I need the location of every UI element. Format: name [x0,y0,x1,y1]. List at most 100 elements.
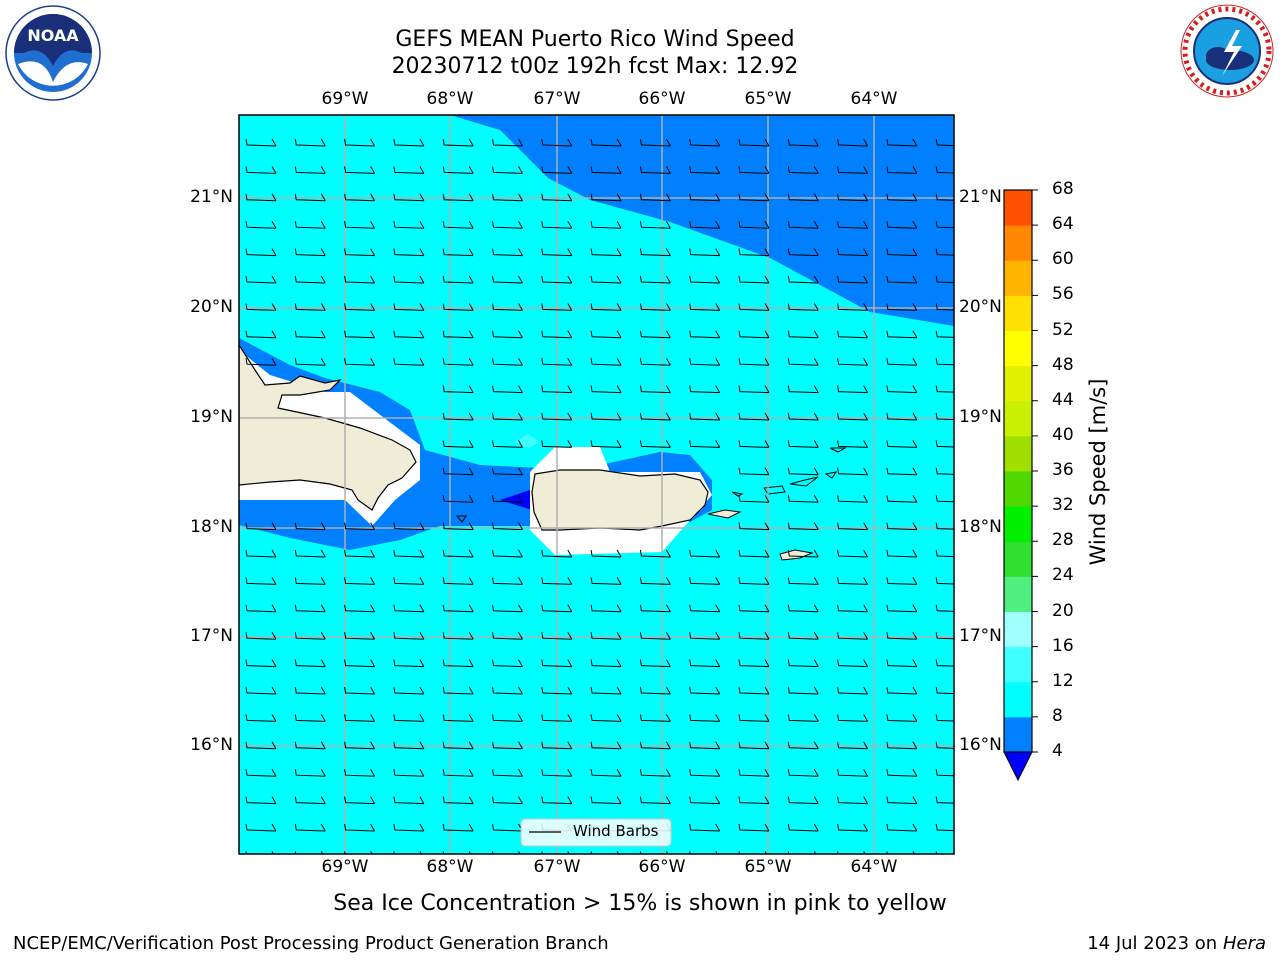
wind-barb [541,248,573,257]
wind-barb [689,330,721,339]
colorbar-extend-arrow [1003,751,1033,782]
colorbar-tick-label: 52 [1052,319,1074,340]
wind-barb [787,686,819,695]
wind-barb [935,440,954,448]
wind-barb [245,330,277,339]
wind-barb [393,714,425,722]
wind-barb [639,768,671,777]
wind-barb [492,631,523,640]
wind-barb [837,741,869,750]
lon-label-bottom: 66°W [638,857,686,877]
wind-barb [541,275,573,284]
wind-barb [492,714,523,722]
wind-barb [344,686,376,695]
wind-barb [294,522,326,531]
wind-barb [689,604,721,613]
colorbar-tick-label: 12 [1052,670,1074,691]
wind-barb [837,138,869,147]
wind-barb [837,686,869,695]
wind-barb [886,220,918,229]
colorbar-tick-label: 8 [1052,705,1063,726]
wind-barb [689,220,721,229]
wind-barb [294,549,326,558]
wind-barb [787,494,819,503]
wind-barb [935,714,954,722]
wind-barb [787,714,819,722]
colorbar-tick-label: 44 [1052,389,1074,410]
run-date: 14 Jul 2023 on Hera [1087,933,1266,954]
wind-barb [393,823,425,832]
wind-barb [245,686,277,695]
wind-barb [294,577,326,585]
wind-barb [245,248,277,257]
wind-barb [492,357,523,366]
wind-barb [492,248,523,257]
wind-barb [886,193,918,202]
wind-barb [245,138,277,147]
wind-barb [787,330,819,339]
legend-box [520,818,672,847]
wind-barb [294,330,326,339]
lat-label-left: 17°N [190,626,233,646]
wind-barb [738,412,770,421]
wind-barb [935,330,954,338]
lon-label-top: 67°W [533,89,581,109]
wind-barb [294,686,326,695]
colorbar-segment [1004,576,1032,612]
wind-barb [837,467,869,476]
lat-label-left: 20°N [190,297,233,317]
wind-barb [689,714,721,722]
wind-barb [492,604,523,613]
wind-barb [294,823,326,832]
wind-barb [590,686,622,695]
wind-barb [590,357,622,366]
wind-barb [837,412,869,421]
wind-barb [393,522,425,531]
wind-barb [639,248,671,257]
wind-barb [886,741,918,750]
wind-barb [294,714,326,722]
colorbar-segment [1004,611,1032,648]
wind-barb [294,166,326,174]
puerto-rico-land [531,469,709,531]
lat-label-right: 21°N [959,187,1002,207]
wind-barb [738,385,770,394]
wind-barb [294,220,326,229]
wind-barb [492,768,523,777]
wind-barb [837,248,869,257]
wind-barb [738,714,770,722]
colorbar-tick-label: 20 [1052,600,1074,621]
lon-label-bottom: 64°W [850,857,898,877]
wind-barb [393,577,425,585]
wind-barb [689,440,721,448]
wind-barb [886,823,918,832]
wind-barb [837,522,869,531]
wind-barb [886,659,918,668]
wind-barb [541,768,573,777]
wind-barb [689,385,721,394]
wind-barb [344,248,376,257]
colorbar-tick-label: 64 [1052,214,1074,235]
colorbar-tick-label: 4 [1052,741,1063,761]
wind-barb [294,357,326,366]
wind-barb [541,385,573,394]
wind-barb [393,796,425,805]
wind-barb [738,303,770,311]
wind-barb [442,714,474,722]
lon-label-bottom: 67°W [533,857,581,877]
wind-barbs [245,138,954,854]
wind-barb [245,522,277,531]
wind-barb [393,357,425,366]
wind-barb [590,577,622,585]
wind-barb [787,357,819,366]
wind-barb [689,248,721,257]
org-credit: NCEP/EMC/Verification Post Processing Pr… [13,933,609,954]
hispaniola-land [239,343,417,511]
wind-barb [639,440,671,448]
wind-barb [541,166,573,174]
wind-barb [787,166,819,174]
lon-label-top: 68°W [426,89,474,109]
wind-field-dark-blue-patch [500,490,532,510]
wind-barb [541,604,573,613]
wind-barb [689,823,721,832]
